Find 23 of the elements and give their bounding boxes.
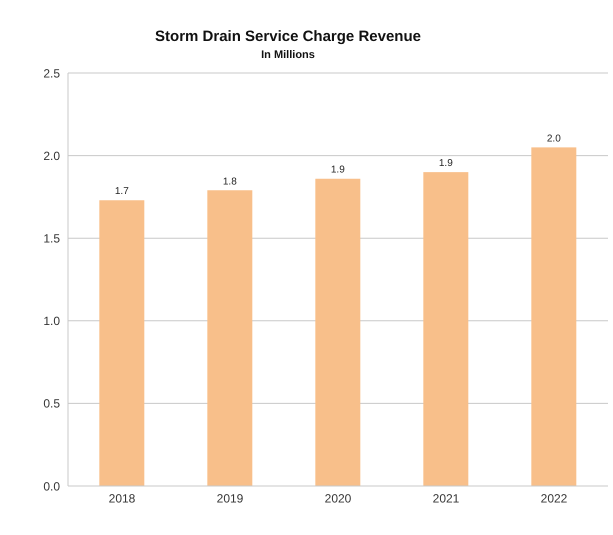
- bar: [207, 190, 252, 486]
- x-tick-label: 2021: [432, 492, 460, 506]
- x-tick-label: 2018: [108, 492, 136, 506]
- chart-title: Storm Drain Service Charge Revenue: [154, 28, 422, 45]
- data-label: 1.7: [114, 186, 130, 198]
- x-tick-label: 2019: [216, 492, 244, 506]
- y-tick-label: 2.5: [43, 66, 60, 80]
- bar: [315, 178, 360, 486]
- x-tick-label: 2020: [324, 492, 352, 506]
- bar: [423, 172, 468, 486]
- chart-subtitle: In Millions: [260, 49, 316, 61]
- y-tick-label: 2.0: [43, 148, 60, 163]
- y-tick-label: 0.0: [43, 479, 60, 494]
- y-tick-label: 1.5: [43, 231, 60, 246]
- data-label: 1.9: [330, 164, 346, 176]
- x-tick-label: 2022: [540, 492, 568, 506]
- y-tick-label: 1.0: [43, 314, 60, 328]
- bar: [531, 147, 576, 486]
- data-label: 1.9: [438, 158, 454, 170]
- data-label: 2.0: [546, 133, 562, 144]
- data-label: 1.8: [222, 176, 238, 188]
- bar: [99, 200, 144, 486]
- y-tick-label: 0.5: [43, 396, 60, 411]
